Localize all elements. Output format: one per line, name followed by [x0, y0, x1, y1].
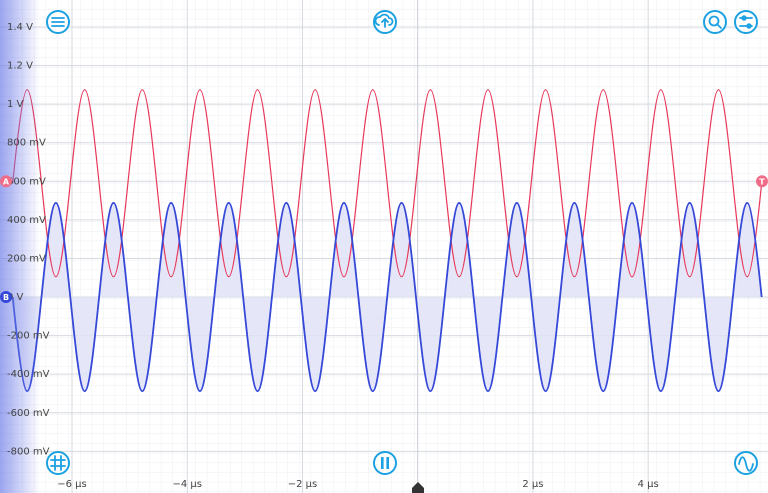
grid-button[interactable] — [46, 451, 70, 475]
plot — [11, 89, 763, 393]
y-tick-label: 1 V — [7, 99, 24, 110]
zoom-button[interactable] — [703, 10, 727, 34]
menu-button[interactable] — [46, 10, 70, 34]
channel-marker-label: A — [3, 177, 10, 186]
y-tick-label: 600 mV — [7, 176, 46, 187]
y-tick-label: -800 mV — [7, 446, 50, 457]
channel-marker — [756, 175, 768, 188]
trigger-time-marker — [412, 482, 424, 493]
x-tick-label: 4 µs — [638, 479, 659, 490]
labels: 1.4 V 1.2 V 1 V 800 mV 600 mV 400 mV 200 mV 0 V… — [0, 22, 768, 490]
x-tick-label: −2 µs — [288, 479, 318, 490]
y-tick-label: 200 mV — [7, 253, 46, 264]
y-tick-label: -200 mV — [7, 331, 50, 342]
x-tick-label: −6 µs — [57, 479, 87, 490]
settings-button[interactable] — [734, 10, 758, 34]
upload-button[interactable] — [373, 10, 397, 34]
series-line — [11, 202, 763, 393]
y-tick-label: 1.4 V — [7, 22, 33, 33]
y-tick-label: 0 V — [7, 292, 24, 303]
x-tick-label: 2 µs — [522, 479, 543, 490]
channel-marker — [0, 175, 12, 188]
x-tick-label: −4 µs — [172, 479, 202, 490]
y-tick-label: -600 mV — [7, 408, 50, 419]
y-tick-label: 1.2 V — [7, 61, 33, 72]
channel-marker-label: T — [759, 177, 765, 186]
y-tick-label: -400 mV — [7, 369, 50, 380]
y-tick-label: 400 mV — [7, 215, 46, 226]
channel-marker — [0, 291, 12, 304]
series-line — [12, 89, 763, 278]
wave-button[interactable] — [734, 451, 758, 475]
y-tick-label: 800 mV — [7, 138, 46, 149]
channel-marker-label: B — [3, 293, 9, 302]
channel-edge — [0, 0, 40, 493]
pause-button[interactable] — [373, 451, 397, 475]
